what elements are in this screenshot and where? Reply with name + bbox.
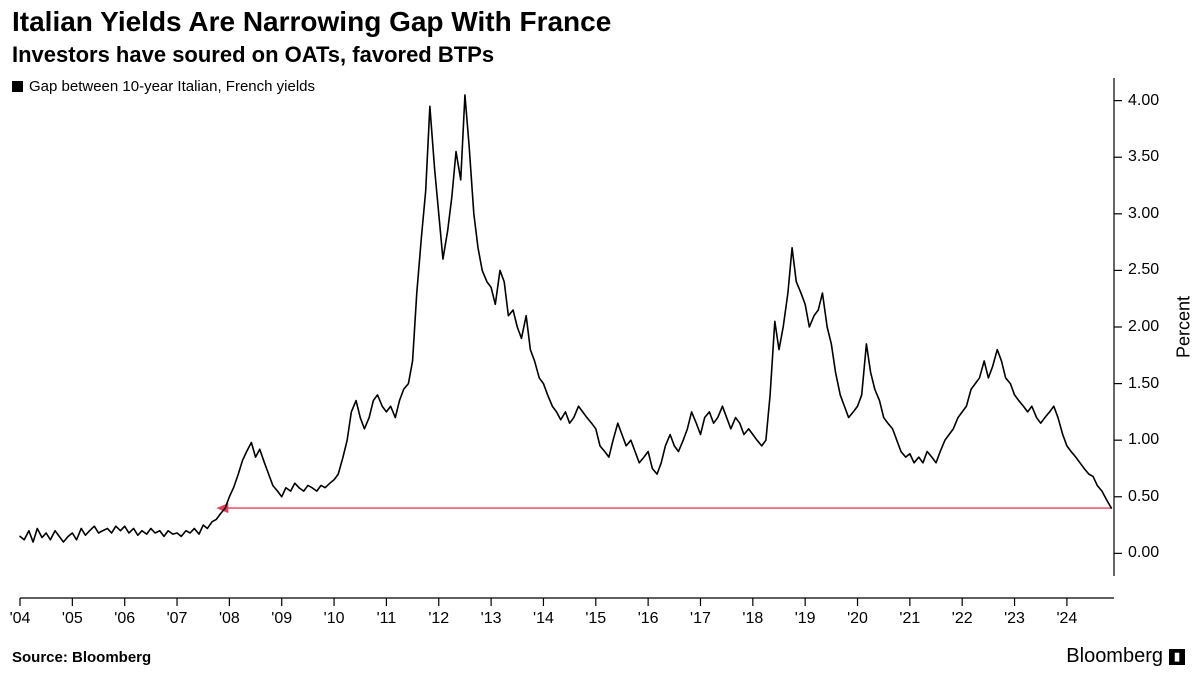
x-tick-label: '11 — [377, 610, 397, 628]
y-tick-label: 2.00 — [1128, 318, 1159, 336]
brand-mark-icon: ▮ — [1169, 649, 1185, 665]
x-tick-label: '10 — [324, 610, 345, 628]
y-tick-label: 4.00 — [1128, 92, 1159, 110]
y-axis-title: Percent — [1174, 296, 1195, 358]
y-tick-label: 2.50 — [1128, 261, 1159, 279]
source-text: Source: Bloomberg — [12, 649, 151, 666]
x-tick-label: '15 — [585, 610, 606, 628]
x-tick-label: '09 — [271, 610, 292, 628]
x-tick-label: '04 — [10, 610, 31, 628]
x-tick-label: '13 — [481, 610, 502, 628]
x-tick-label: '17 — [690, 610, 711, 628]
x-tick-label: '12 — [428, 610, 449, 628]
plot-area — [0, 0, 1197, 674]
y-tick-label: 1.50 — [1128, 375, 1159, 393]
y-tick-label: 3.00 — [1128, 205, 1159, 223]
x-tick-label: '20 — [847, 610, 868, 628]
y-tick-label: 3.50 — [1128, 148, 1159, 166]
x-tick-label: '16 — [638, 610, 659, 628]
y-tick-label: 0.50 — [1128, 488, 1159, 506]
x-tick-label: '14 — [533, 610, 554, 628]
x-tick-label: '23 — [1004, 610, 1025, 628]
x-tick-label: '18 — [742, 610, 763, 628]
brand: Bloomberg ▮ — [1066, 645, 1185, 668]
x-tick-label: '06 — [114, 610, 135, 628]
x-tick-label: '24 — [1056, 610, 1077, 628]
brand-label: Bloomberg — [1066, 645, 1163, 668]
x-tick-label: '07 — [167, 610, 188, 628]
x-tick-label: '08 — [219, 610, 240, 628]
x-tick-label: '21 — [899, 610, 920, 628]
x-tick-label: '22 — [952, 610, 973, 628]
y-tick-label: 1.00 — [1128, 431, 1159, 449]
x-tick-label: '19 — [795, 610, 816, 628]
chart-container: Italian Yields Are Narrowing Gap With Fr… — [0, 0, 1197, 674]
x-tick-label: '05 — [62, 610, 83, 628]
y-tick-label: 0.00 — [1128, 544, 1159, 562]
